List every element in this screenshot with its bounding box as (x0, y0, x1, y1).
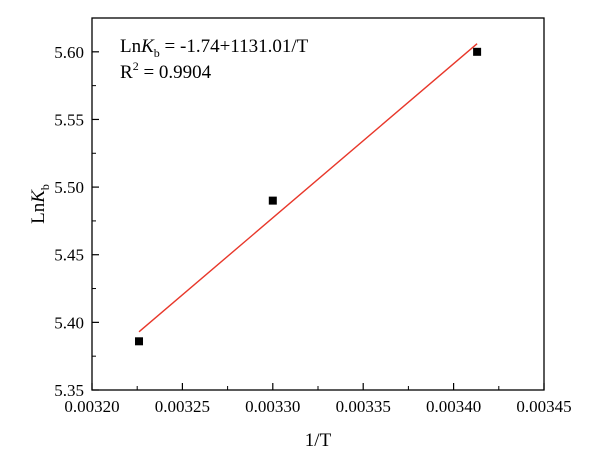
fit-equation: LnKb = -1.74+1131.01/T (120, 36, 309, 60)
y-tick-label: 5.45 (54, 246, 84, 265)
x-tick-label: 0.00335 (336, 397, 391, 416)
y-axis-label-base: Ln (28, 202, 49, 224)
r-squared-rest: = 0.9904 (139, 62, 212, 83)
equation-italic: K (140, 36, 155, 57)
r-squared-sup: 2 (133, 59, 139, 73)
x-tick-label: 0.00320 (64, 397, 119, 416)
data-point (473, 47, 482, 56)
equation-base: Ln (120, 36, 142, 57)
y-tick-label: 5.50 (54, 178, 84, 197)
data-point (135, 337, 144, 346)
y-tick-label: 5.35 (54, 381, 84, 400)
x-axis-ticks: 0.00320 0.00325 0.00330 0.00335 0.00340 0.003… (64, 383, 572, 416)
y-axis-label: LnKb (28, 184, 52, 224)
x-tick-label: 0.00330 (245, 397, 300, 416)
fit-line (138, 43, 478, 333)
x-tick-label: 0.00325 (155, 397, 210, 416)
x-tick-label: 0.00340 (426, 397, 481, 416)
equation-rest: = -1.74+1131.01/T (160, 36, 309, 57)
x-axis-label: 1/T (305, 430, 332, 451)
y-axis-ticks: 5.35 5.40 5.45 5.50 5.55 5.60 (54, 43, 99, 400)
data-point (268, 196, 277, 205)
r-squared-base: R (120, 62, 133, 83)
data-points (135, 47, 482, 346)
x-tick-label: 0.00345 (516, 397, 571, 416)
y-axis-label-subscript: b (38, 184, 52, 190)
equation-subscript: b (154, 46, 160, 60)
y-axis-label-italic: K (28, 189, 49, 204)
r-squared: R2 = 0.9904 (120, 59, 212, 83)
y-tick-label: 5.40 (54, 313, 84, 332)
y-tick-label: 5.60 (54, 43, 84, 62)
y-tick-label: 5.55 (54, 110, 84, 129)
